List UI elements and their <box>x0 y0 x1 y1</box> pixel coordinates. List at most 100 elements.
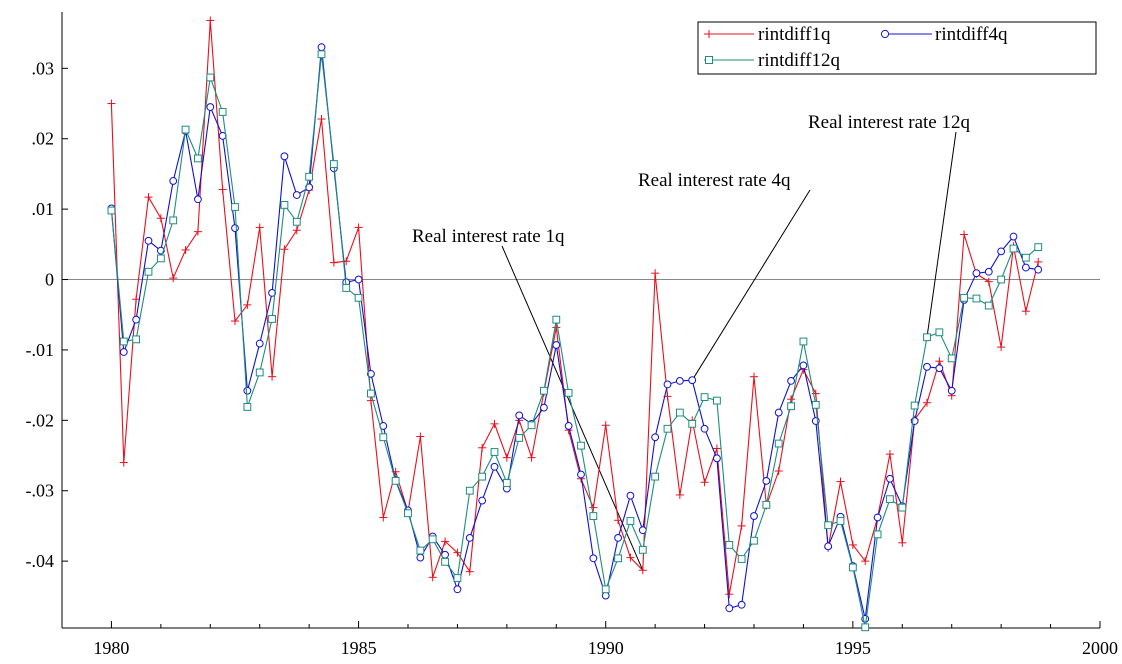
data-point <box>194 154 202 163</box>
data-point <box>700 424 709 433</box>
data-point <box>552 323 561 332</box>
data-point <box>935 364 944 373</box>
data-point <box>601 591 610 600</box>
data-point <box>169 274 178 283</box>
data-point <box>737 600 746 609</box>
data-point <box>638 545 647 554</box>
legend-label: rintdiff1q <box>758 24 831 45</box>
data-point <box>552 341 561 349</box>
x-tick-label: 2000 <box>1082 638 1118 658</box>
data-point <box>984 267 993 276</box>
data-point <box>453 585 462 594</box>
data-point <box>428 573 437 582</box>
data-point <box>255 223 264 232</box>
series-rintdiff12q <box>107 50 1043 632</box>
data-point <box>713 454 721 463</box>
y-tick-label: .02 <box>32 129 55 149</box>
data-point <box>156 254 165 263</box>
data-point <box>861 623 870 632</box>
data-point <box>935 328 944 337</box>
data-point <box>675 376 684 385</box>
data-point <box>577 470 585 479</box>
data-point <box>1034 243 1043 252</box>
data-point <box>997 343 1006 352</box>
data-point <box>848 563 857 572</box>
data-point <box>675 490 684 499</box>
data-point <box>144 193 153 202</box>
data-point <box>824 542 833 551</box>
data-point <box>231 317 239 326</box>
legend-box <box>697 21 1097 75</box>
data-point <box>193 227 202 236</box>
y-tick-label: 0 <box>45 270 54 290</box>
data-point <box>428 535 437 544</box>
annotation-label-12q: Real interest rate 12q <box>808 112 970 133</box>
data-point <box>268 315 276 323</box>
data-point <box>799 361 808 370</box>
data-point <box>898 538 907 547</box>
data-point <box>836 477 845 486</box>
annotations: Real interest rate 1q Real interest rate… <box>412 112 970 247</box>
data-point <box>268 288 276 297</box>
data-point <box>218 185 227 194</box>
data-point <box>984 277 993 286</box>
x-tick-label: 1995 <box>835 638 871 658</box>
data-point <box>132 335 141 344</box>
data-point <box>218 108 227 116</box>
data-point <box>910 401 919 410</box>
data-point <box>206 103 215 111</box>
data-point <box>614 516 623 525</box>
data-point <box>923 333 931 342</box>
data-point <box>107 99 116 108</box>
y-tick-label: .01 <box>32 199 55 219</box>
x-axis-ticks: 1980 1985 1990 1995 2000 <box>93 621 1118 658</box>
data-point <box>502 479 511 487</box>
data-point <box>305 172 314 181</box>
data-point <box>750 372 758 381</box>
data-point <box>873 530 882 539</box>
data-point <box>132 315 141 324</box>
data-point <box>268 372 277 381</box>
data-point <box>663 380 672 389</box>
data-point <box>1021 263 1030 272</box>
data-point <box>564 388 573 397</box>
data-point <box>416 553 425 562</box>
data-point <box>243 386 252 395</box>
legend-label: rintdiff12q <box>758 50 840 71</box>
data-point <box>1034 265 1043 274</box>
data-point <box>886 474 894 483</box>
data-point <box>626 553 635 562</box>
data-point <box>577 441 585 450</box>
data-point <box>317 43 326 52</box>
data-point <box>540 403 548 412</box>
data-point <box>601 421 610 430</box>
data-point <box>515 411 524 420</box>
data-point <box>1021 307 1030 316</box>
legend-circle-marker <box>880 29 890 39</box>
y-axis-ticks: .03 .02 .01 0 -.01 -.02 -.03 -.04 <box>26 58 68 571</box>
data-point <box>564 422 573 430</box>
legend-label: rintdiff4q <box>935 24 1008 45</box>
legend-plus-marker <box>705 30 713 38</box>
data-point <box>119 348 128 356</box>
data-point <box>354 275 363 284</box>
data-point <box>960 230 969 239</box>
data-point <box>960 293 968 302</box>
data-point <box>873 513 882 522</box>
data-point <box>663 424 672 433</box>
data-point <box>997 275 1006 284</box>
data-point <box>280 152 289 161</box>
data-point <box>465 567 474 576</box>
data-point <box>465 533 474 542</box>
data-point <box>367 389 375 398</box>
data-point <box>824 521 833 530</box>
data-point <box>416 432 425 441</box>
data-point <box>231 224 239 233</box>
data-point <box>255 368 264 377</box>
data-point <box>441 537 450 546</box>
data-point <box>762 500 771 509</box>
x-tick-label: 1985 <box>341 638 377 658</box>
data-point <box>947 354 956 363</box>
legend: rintdiff1q rintdiff4q rintdiff12q <box>697 21 1097 75</box>
